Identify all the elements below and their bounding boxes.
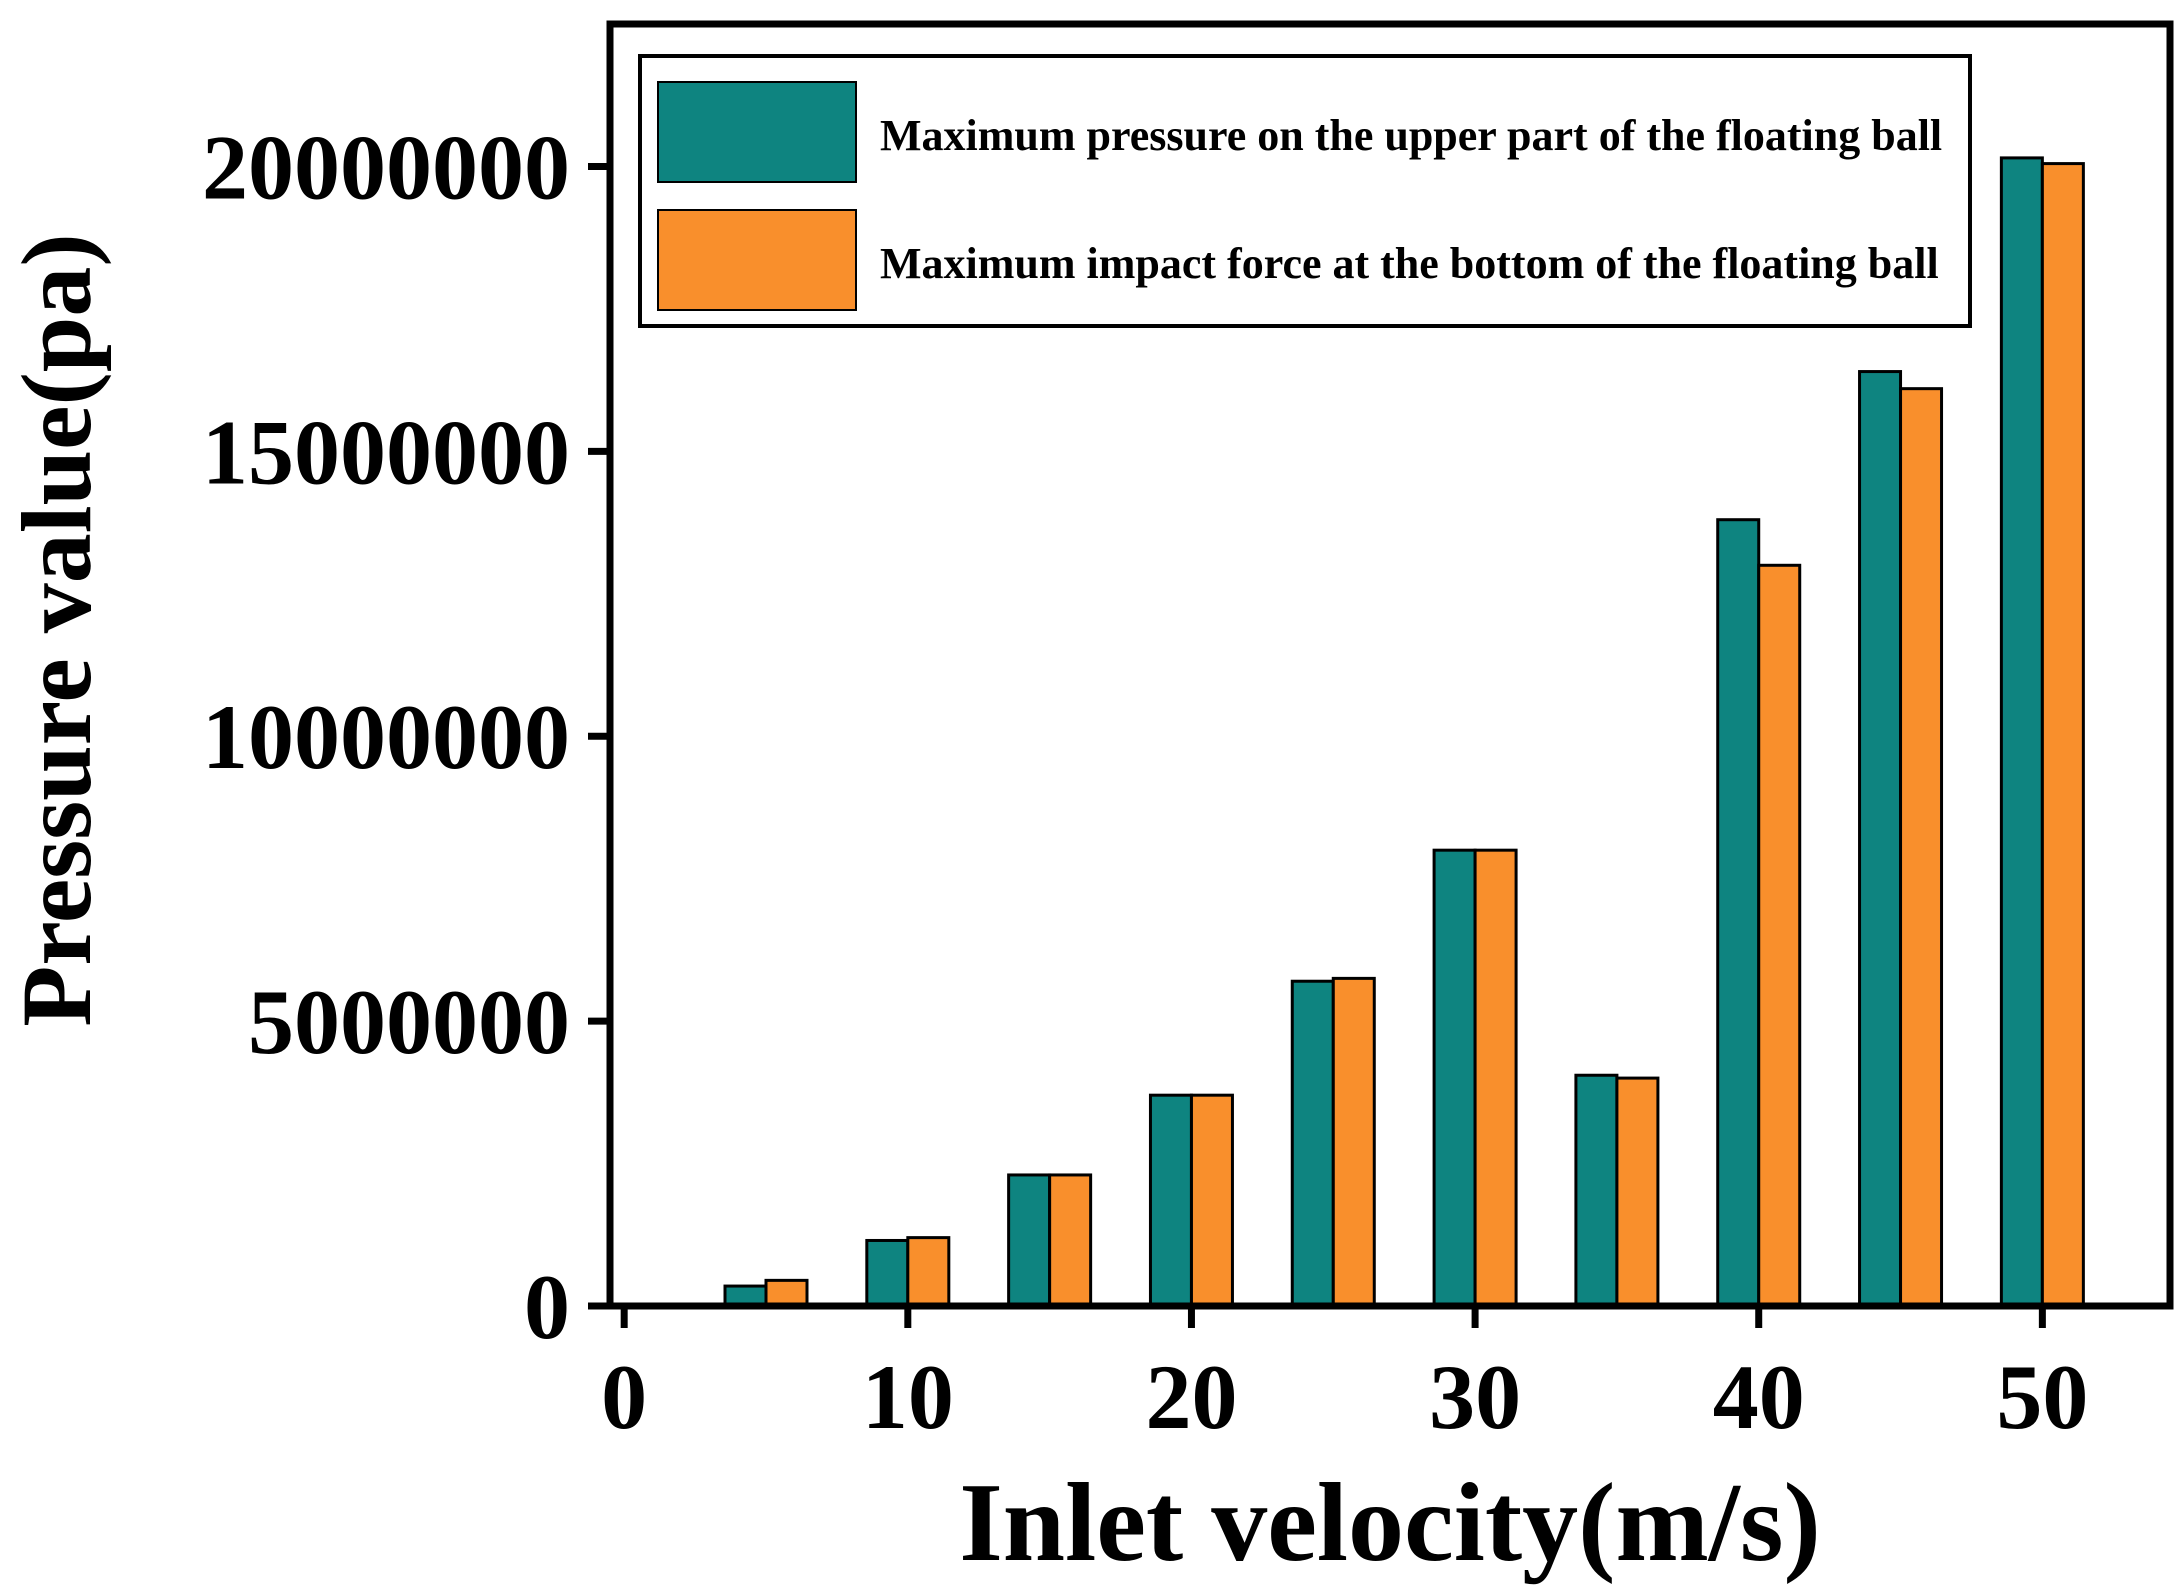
- y-tick-label: 0: [524, 1256, 570, 1358]
- bar-series0-x25: [1290, 979, 1335, 1308]
- y-axis-title: Pressure value(pa): [1, 233, 112, 1026]
- bar-series0-x10: [865, 1238, 910, 1308]
- plot-border: [606, 20, 2174, 1310]
- bar-series0-x15: [1007, 1173, 1052, 1308]
- bar-series0-x30: [1432, 848, 1477, 1308]
- y-tick-label: 20000000: [202, 116, 570, 218]
- x-axis-title: Inlet velocity(m/s): [959, 1461, 1821, 1585]
- bar-series0-x35: [1574, 1073, 1619, 1308]
- bar-series1-x45: [1899, 387, 1944, 1308]
- legend-label-teal: Maximum pressure on the upper part of th…: [880, 111, 1942, 160]
- x-tick-label: 30: [1429, 1346, 1521, 1448]
- x-tick-label: 0: [601, 1346, 647, 1448]
- legend-swatch-teal: [657, 81, 857, 183]
- bar-series0-x40: [1716, 518, 1761, 1308]
- bar-series1-x30: [1473, 848, 1518, 1308]
- bar-series0-x50: [1999, 156, 2044, 1308]
- bar-series1-x15: [1048, 1173, 1093, 1308]
- bars-layer: [723, 156, 2085, 1308]
- axes-layer: 0 10 20 30 40 50 0 5000000 10000000 15000000 20000…: [202, 20, 2174, 1448]
- bar-series1-x40: [1757, 563, 1802, 1308]
- bar-series1-x10: [906, 1236, 951, 1308]
- bar-series0-x45: [1858, 370, 1903, 1308]
- y-tick-label: 10000000: [202, 686, 570, 788]
- x-tick-label: 10: [862, 1346, 954, 1448]
- x-tick-label: 50: [1996, 1346, 2088, 1448]
- bar-series1-x25: [1331, 976, 1376, 1308]
- bar-series1-x35: [1615, 1076, 1660, 1308]
- bar-series1-x5: [764, 1278, 809, 1308]
- legend-label-orange: Maximum impact force at the bottom of th…: [880, 239, 1939, 288]
- legend: Maximum pressure on the upper part of th…: [638, 54, 1972, 328]
- y-tick-label: 15000000: [202, 401, 570, 503]
- x-tick-label: 20: [1145, 1346, 1237, 1448]
- legend-swatch-orange: [657, 209, 857, 311]
- bar-series1-x20: [1189, 1093, 1234, 1308]
- y-tick-label: 5000000: [248, 971, 570, 1073]
- bar-series0-x20: [1148, 1093, 1193, 1308]
- legend-box: [638, 54, 1972, 328]
- bar-series1-x50: [2040, 162, 2085, 1308]
- x-tick-label: 40: [1713, 1346, 1805, 1448]
